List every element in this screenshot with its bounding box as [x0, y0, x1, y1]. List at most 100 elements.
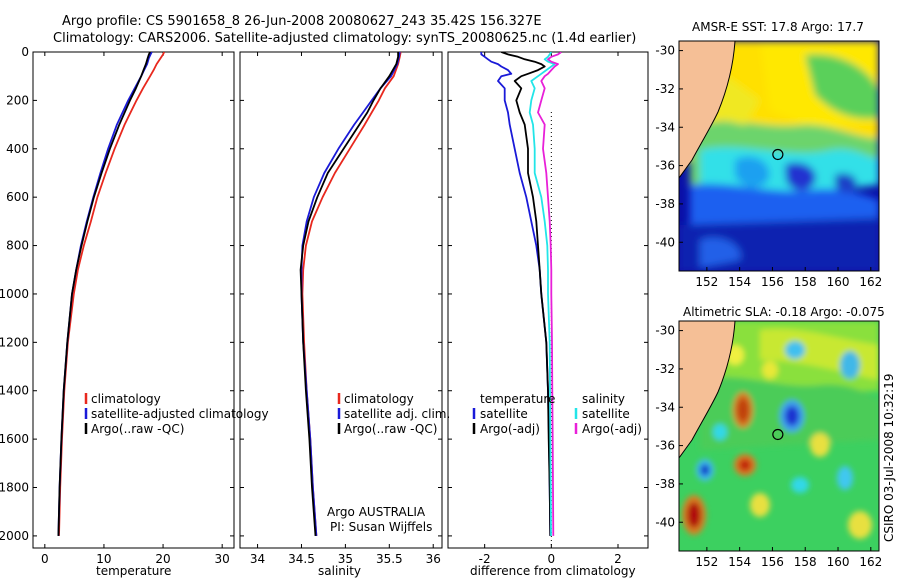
depth-tick-label: 0: [21, 45, 29, 59]
x-tick-label: 10: [96, 552, 111, 566]
series-line-temperature-argo-adj-: [500, 52, 552, 536]
lon-tick-label: 152: [695, 275, 718, 289]
figure-title-line2: Climatology: CARS2006. Satellite-adjuste…: [53, 31, 636, 46]
sla-map-title: Altimetric SLA: -0.18 Argo: -0.075: [683, 305, 885, 319]
x-tick-label: 0: [548, 552, 556, 566]
lon-tick-label: 156: [761, 555, 784, 569]
legend-label-satellite: satellite-adjusted climatology: [91, 407, 269, 421]
x-tick-label: 0: [41, 552, 49, 566]
salinity-x-ticks: 34 34.5 35 35.5 36: [250, 52, 441, 566]
x-tick-label: 34: [250, 552, 265, 566]
salinity-axes-frame: [239, 51, 443, 549]
depth-tick-label: 400: [6, 142, 29, 156]
sst-map-panel: AMSR-E SST: 17.8 Argo: 17.7 -30-3: [655, 20, 882, 289]
difference-panel: -2 0 2 difference from climatology tempera…: [447, 51, 649, 578]
series-line-salinity-argo-adj-: [537, 52, 562, 536]
depth-tick-label: 2000: [0, 529, 29, 543]
lon-tick-label: 158: [794, 555, 817, 569]
lat-tick-label: -36: [655, 159, 675, 173]
legend-label-temp-satellite: satellite: [480, 407, 528, 421]
lon-tick-label: 160: [827, 275, 850, 289]
sst-field: [679, 41, 879, 271]
legend-label-temp-argo: Argo(-adj): [480, 422, 540, 436]
difference-axes-frame: [447, 51, 649, 549]
legend-label-climatology: climatology: [91, 392, 161, 406]
depth-tick-label: 1200: [0, 335, 29, 349]
x-tick-label: 35.5: [376, 552, 403, 566]
sst-argo-location-marker: [772, 148, 784, 161]
sla-field: [679, 321, 879, 551]
sst-coastline-land: [679, 41, 735, 178]
legend-label-sal-satellite: satellite: [582, 407, 630, 421]
sla-lon-ticks: 152 154 156 158 160 162: [695, 547, 882, 569]
lon-tick-label: 154: [728, 275, 751, 289]
lon-tick-label: 154: [728, 555, 751, 569]
lat-tick-label: -38: [655, 477, 675, 491]
depth-tick-label: 600: [6, 190, 29, 204]
series-line-climatology: [58, 52, 166, 536]
source-annotation-line2: PI: Susan Wijffels: [330, 520, 432, 534]
lon-tick-label: 158: [794, 275, 817, 289]
difference-xlabel: difference from climatology: [470, 564, 636, 578]
temperature-lines: [57, 52, 166, 536]
lat-tick-label: -32: [655, 362, 675, 376]
temperature-panel: 0 200 400 600 800 1000 1200 1400 1600 1800 2000 0 1…: [0, 45, 269, 578]
series-line-satellite-adj-clim-: [300, 52, 401, 536]
sla-coastline-land: [679, 321, 735, 458]
lon-tick-label: 160: [827, 555, 850, 569]
salinity-xlabel: salinity: [318, 564, 361, 578]
lat-tick-label: -34: [655, 400, 675, 414]
salinity-lines: [299, 52, 402, 536]
salinity-depth-ticks: [240, 51, 442, 537]
legend-label-argo: Argo(..raw -QC): [91, 422, 184, 436]
legend-label-satellite: satellite adj. clim.: [344, 407, 450, 421]
series-line-argo-raw-qc-: [299, 52, 400, 536]
series-line-climatology: [301, 52, 402, 536]
difference-depth-ticks: [448, 51, 648, 537]
x-tick-label: 30: [215, 552, 230, 566]
lon-tick-label: 162: [859, 555, 882, 569]
lat-tick-label: -40: [655, 235, 675, 249]
salinity-legend: climatology satellite adj. clim. Argo(..…: [337, 392, 450, 436]
depth-tick-label: 1400: [0, 384, 29, 398]
legend-heading-salinity: salinity: [582, 392, 625, 406]
difference-lines: [480, 52, 562, 536]
sla-argo-location-marker: [772, 428, 784, 441]
temperature-depth-ticks: 0 200 400 600 800 1000 1200 1400 1600 1800 2000: [0, 45, 234, 543]
lat-tick-label: -30: [655, 44, 675, 58]
temperature-legend: climatology satellite-adjusted climatolo…: [84, 392, 269, 436]
x-tick-label: -2: [479, 552, 491, 566]
legend-label-sal-argo: Argo(-adj): [582, 422, 642, 436]
x-tick-label: 34.5: [288, 552, 315, 566]
sla-map-panel: Altimetric SLA: -0.18 Argo: -0.075: [655, 305, 884, 569]
depth-tick-label: 800: [6, 239, 29, 253]
sla-lat-ticks: -30 -32 -34 -36 -38 -40: [655, 324, 683, 529]
depth-tick-label: 200: [6, 93, 29, 107]
depth-tick-label: 1600: [0, 432, 29, 446]
lat-tick-label: -34: [655, 120, 675, 134]
sst-coastline: [679, 41, 736, 179]
sla-coastline: [679, 321, 736, 459]
difference-legend: temperature satellite Argo(-adj) salinit…: [472, 392, 642, 436]
lat-tick-label: -40: [655, 515, 675, 529]
lon-tick-label: 162: [859, 275, 882, 289]
depth-tick-label: 1800: [0, 481, 29, 495]
lat-tick-label: -30: [655, 324, 675, 338]
x-tick-label: 20: [155, 552, 170, 566]
csiro-timestamp: CSIRO 03-Jul-2008 10:32:19: [882, 374, 896, 542]
series-line-temperature-satellite: [480, 52, 552, 536]
sst-map-title: AMSR-E SST: 17.8 Argo: 17.7: [692, 20, 864, 34]
figure-title-line1: Argo profile: CS 5901658_8 26-Jun-2008 2…: [62, 14, 542, 29]
legend-heading-temperature: temperature: [480, 392, 555, 406]
sst-lon-ticks: 152 154 156 158 160 162: [695, 267, 882, 289]
source-annotation-line1: Argo AUSTRALIA: [327, 505, 426, 519]
legend-label-argo: Argo(..raw -QC): [344, 422, 437, 436]
sst-lat-ticks: -30 -32 -34 -36 -38 -40: [655, 44, 683, 249]
x-tick-label: 35: [338, 552, 353, 566]
sla-map-frame: [678, 320, 880, 552]
x-tick-label: 36: [426, 552, 441, 566]
salinity-panel: 34 34.5 35 35.5 36 salinity climatology sate…: [239, 51, 450, 578]
lat-tick-label: -38: [655, 197, 675, 211]
series-line-salinity-satellite: [528, 52, 556, 536]
